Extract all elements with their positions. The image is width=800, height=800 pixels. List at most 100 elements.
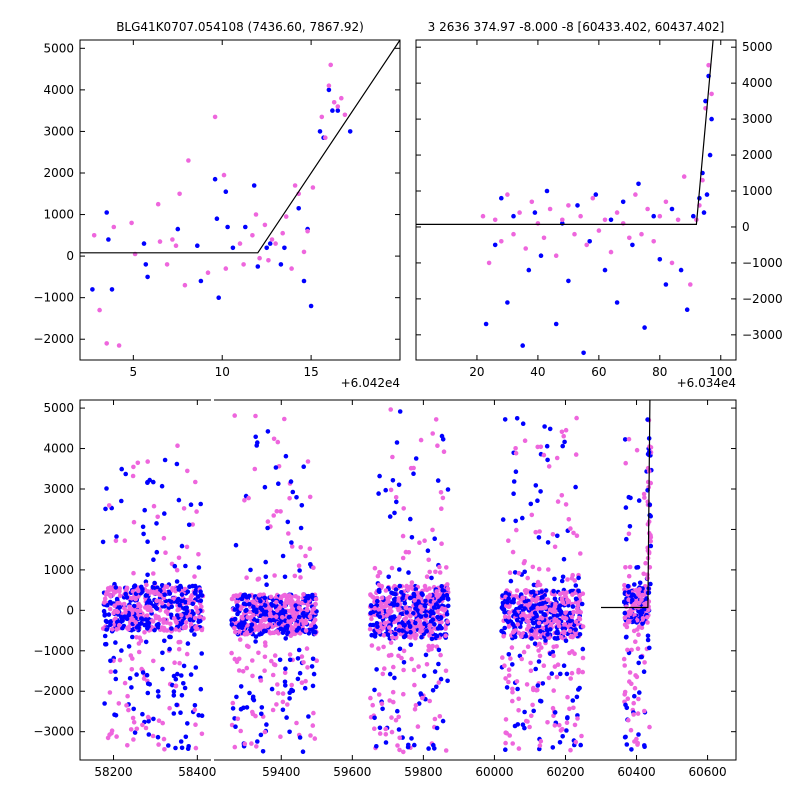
data-point [563,610,568,615]
data-point [396,727,402,732]
data-point [310,683,316,689]
data-point [144,582,149,588]
data-point [195,609,200,615]
data-point [430,688,436,693]
data-point [278,734,283,739]
data-point [560,574,566,580]
data-point [444,565,449,570]
data-point [249,614,254,620]
data-point [136,649,142,655]
data-point [169,604,174,609]
data-point [212,176,218,182]
plot-area [100,400,654,755]
data-point [421,673,427,679]
data-point [391,664,396,670]
data-point [503,717,509,722]
data-point [156,694,161,699]
data-point [535,595,540,600]
data-point [159,600,165,606]
data-point [301,621,307,627]
data-point [645,620,650,625]
data-point [409,656,414,662]
data-point [303,628,309,633]
data-point [554,674,560,680]
data-point [280,615,285,620]
data-point [435,609,440,614]
data-point [108,622,113,628]
data-point [271,630,277,636]
data-point [538,489,543,494]
data-point [141,531,146,537]
data-point [551,713,556,719]
data-point [385,632,391,637]
data-point [253,713,258,719]
data-point [383,487,389,493]
season-0-points [100,443,206,752]
data-point [536,648,541,653]
data-point [623,460,628,466]
data-point [131,737,136,742]
data-point [274,509,280,514]
data-point [106,237,111,242]
data-point [155,591,161,596]
data-point [440,588,446,593]
data-point [534,630,539,636]
data-point [283,683,288,688]
data-point [250,709,255,715]
data-point [369,603,374,609]
data-point [140,670,146,675]
data-point [190,522,195,527]
data-point [570,604,576,609]
data-point [390,689,396,695]
data-point [237,629,242,634]
data-point [523,614,529,619]
data-point [263,628,268,634]
data-point [271,513,277,518]
data-point [624,604,629,610]
data-point [413,456,419,461]
data-point [143,262,149,267]
data-point [205,270,211,276]
data-point [108,593,113,599]
panel-event-x-offset: +6.042e4 [341,376,400,390]
plot-frame [415,39,737,361]
data-point [105,735,111,741]
data-point [375,573,381,579]
data-point [247,601,252,607]
data-point [443,748,449,753]
data-point [131,464,136,470]
data-point [112,712,117,717]
data-point [539,616,545,621]
data-point [287,729,292,735]
data-point [427,698,433,704]
data-point [177,602,183,608]
data-point [145,681,151,686]
data-point [510,630,516,635]
data-point [280,699,286,705]
data-point [528,660,533,666]
data-point [278,626,284,632]
data-point [567,650,572,656]
data-point [563,616,569,621]
data-point [335,108,341,113]
data-point [504,730,510,736]
data-point [296,614,302,620]
data-point [635,711,641,716]
data-point [568,676,573,681]
data-point [535,606,541,611]
data-point [436,592,441,598]
season-3-points [499,415,586,753]
data-point [183,563,188,569]
data-point [174,567,180,573]
data-point [305,459,311,464]
data-point [282,670,288,676]
data-point [276,481,281,487]
data-point [294,720,299,726]
data-point [645,206,650,212]
data-point [443,606,448,612]
data-point [631,712,636,717]
data-point [372,606,378,611]
data-point [199,713,205,718]
data-point [413,703,419,708]
data-point [572,578,577,583]
